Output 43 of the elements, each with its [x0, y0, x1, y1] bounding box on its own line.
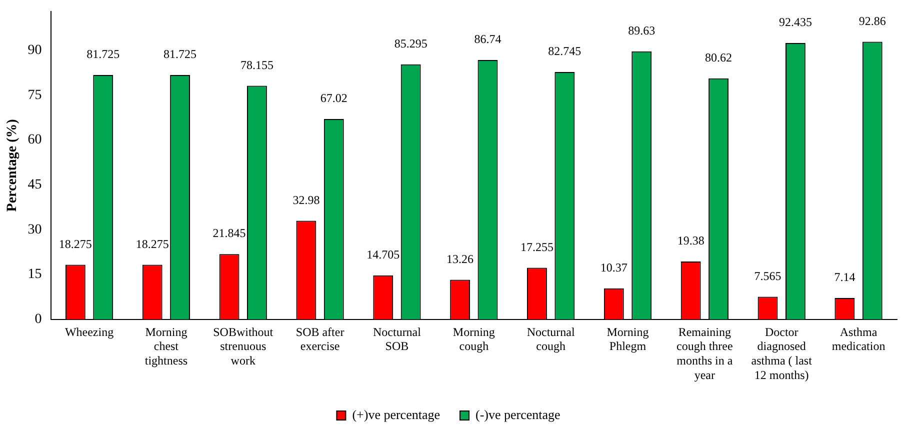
x-tick-label: Doctor diagnosed asthma ( last 12 months)	[751, 324, 813, 382]
data-label: 92.86	[858, 14, 886, 28]
x-tick-label: Wheezing	[64, 324, 114, 339]
data-label: 7.565	[754, 268, 782, 283]
data-label: 21.845	[212, 226, 246, 240]
data-label: 82.745	[548, 44, 582, 58]
data-label: 80.62	[705, 50, 732, 64]
data-label: 14.705	[366, 248, 400, 262]
y-tick-label: 30	[28, 222, 42, 238]
y-tick-label: 45	[28, 178, 42, 193]
data-label: 19.38	[677, 234, 704, 248]
x-tick-label: SOBwithout strenuous work	[213, 324, 274, 368]
x-tick-label: Nocturnal SOB	[372, 324, 422, 354]
data-label: 89.63	[628, 24, 656, 38]
x-tick-label: Morning chest tightness	[144, 324, 188, 368]
x-tick-label: Asthma medication	[832, 324, 886, 354]
data-label: 13.26	[446, 252, 474, 266]
data-label: 92.435	[778, 15, 812, 30]
y-tick-label: 15	[28, 267, 42, 282]
data-label: 81.725	[164, 47, 197, 62]
data-label: 7.14	[834, 270, 856, 284]
x-tick-label: Morning cough	[452, 324, 495, 354]
y-axis-title: Percentage (%)	[5, 118, 20, 212]
data-label: 32.98	[292, 192, 320, 207]
data-label: 18.275	[136, 236, 169, 251]
data-label: 81.725	[86, 47, 120, 62]
x-tick-label: Nocturnal cough	[526, 324, 576, 354]
data-label: 86.74	[474, 32, 502, 46]
y-tick-label: 0	[34, 312, 42, 328]
data-label: 17.255	[520, 240, 554, 254]
data-label: 18.275	[58, 236, 92, 251]
data-label: 85.295	[394, 36, 428, 50]
y-tick-label: 60	[28, 132, 42, 148]
legend-label: (-)ve percentage	[476, 406, 561, 422]
legend-label: (+)ve percentage	[352, 406, 440, 422]
x-tick-label: Morning Phlegm	[606, 324, 649, 354]
data-label: 78.155	[240, 58, 274, 72]
y-tick-label: 75	[28, 88, 42, 103]
x-tick-label: Remaining cough three months in a year	[676, 324, 734, 382]
data-label: 10.37	[600, 260, 628, 275]
x-tick-label: SOB after exercise	[296, 324, 344, 354]
data-label: 67.02	[320, 91, 348, 106]
y-tick-label: 90	[28, 42, 42, 58]
